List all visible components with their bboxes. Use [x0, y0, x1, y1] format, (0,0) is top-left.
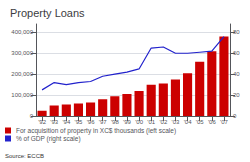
- svg-text:60: 60: [233, 50, 240, 56]
- svg-text:'06: '06: [208, 119, 216, 125]
- svg-text:80: 80: [233, 29, 240, 35]
- svg-text:100,000: 100,000: [11, 92, 33, 98]
- svg-text:'02: '02: [159, 119, 167, 125]
- svg-text:Source: ECCB: Source: ECCB: [5, 153, 44, 159]
- svg-text:'92: '92: [38, 119, 46, 125]
- svg-text:'95: '95: [75, 119, 83, 125]
- svg-text:'07: '07: [220, 119, 228, 125]
- svg-text:200,000: 200,000: [11, 71, 33, 77]
- svg-text:40: 40: [233, 71, 240, 77]
- svg-text:'93: '93: [50, 119, 58, 125]
- svg-text:'03: '03: [172, 119, 180, 125]
- svg-text:'01: '01: [147, 119, 155, 125]
- svg-text:20: 20: [233, 92, 240, 98]
- svg-text:'05: '05: [196, 119, 204, 125]
- svg-text:'97: '97: [99, 119, 107, 125]
- svg-text:400,000: 400,000: [11, 29, 33, 35]
- svg-text:% of GDP (right scale): % of GDP (right scale): [16, 135, 81, 143]
- svg-text:0: 0: [30, 113, 34, 119]
- svg-text:'98: '98: [111, 119, 119, 125]
- svg-text:'96: '96: [87, 119, 95, 125]
- svg-text:'00: '00: [135, 119, 143, 125]
- svg-text:Property Loans: Property Loans: [10, 7, 85, 19]
- svg-text:300,000: 300,000: [11, 50, 33, 56]
- svg-text:0: 0: [233, 113, 237, 119]
- svg-text:For acquisition of property in: For acquisition of property in XC$ thous…: [16, 127, 176, 135]
- svg-text:'94: '94: [62, 119, 70, 125]
- svg-text:'04: '04: [184, 119, 192, 125]
- svg-text:'99: '99: [123, 119, 131, 125]
